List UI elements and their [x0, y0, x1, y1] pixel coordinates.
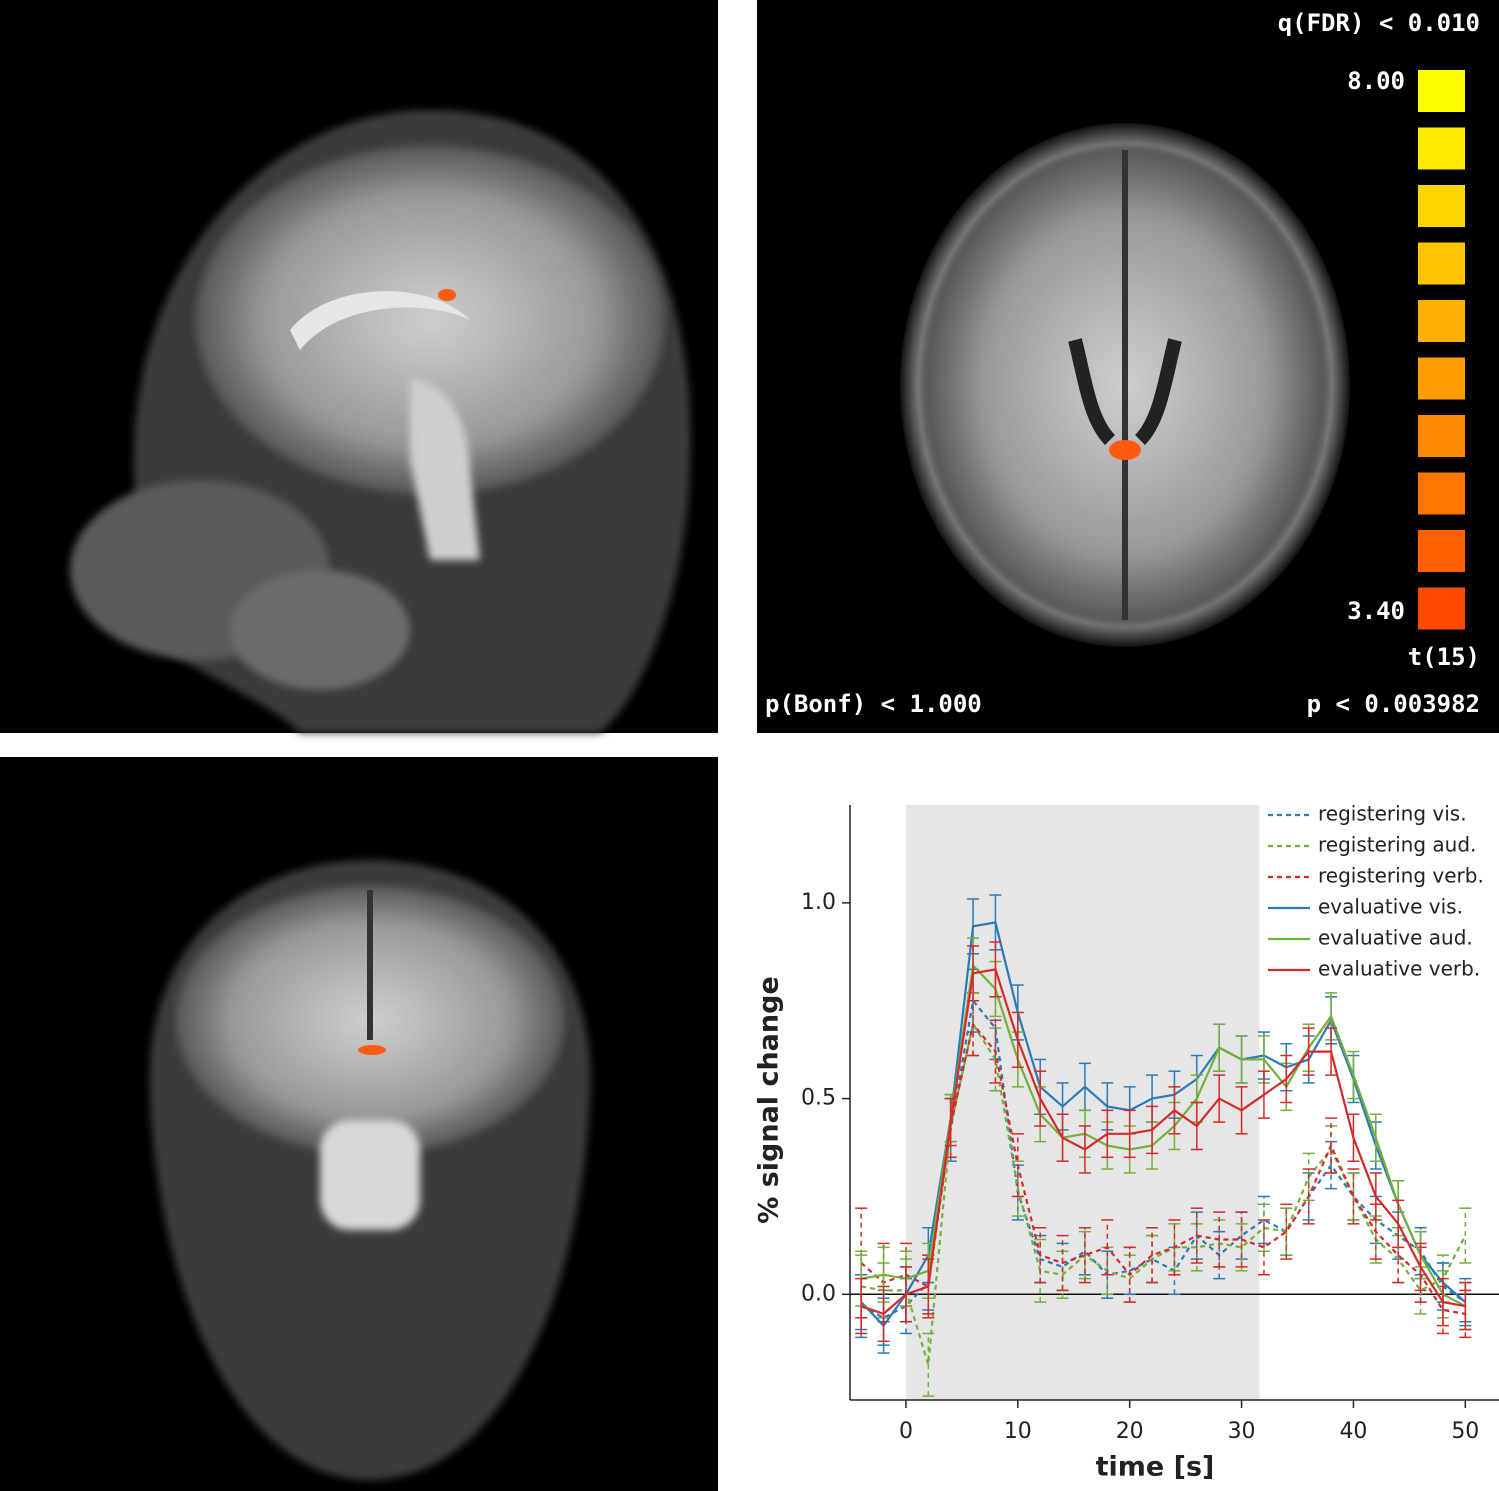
colorbar-swatch [1418, 587, 1465, 630]
error-bar [1101, 1250, 1114, 1299]
legend-label: evaluative aud. [1318, 926, 1473, 950]
colorbar-swatch [1418, 127, 1465, 170]
colorbar-swatch [1418, 70, 1465, 112]
fdr-label: q(FDR) < 0.010 [1278, 9, 1480, 37]
legend-label: evaluative vis. [1318, 895, 1463, 919]
colorbar-swatch [1418, 242, 1465, 285]
y-tick-label: 0.5 [801, 1086, 836, 1111]
error-bar [1257, 1203, 1270, 1252]
y-axis-label: % signal change [754, 976, 785, 1224]
legend-label: registering aud. [1318, 833, 1476, 857]
series-line [860, 1021, 1466, 1315]
error-bar [1146, 1227, 1159, 1284]
stat-label: t(15) [1408, 643, 1480, 671]
x-tick-label: 30 [1228, 1419, 1256, 1444]
series-line [860, 998, 1466, 1320]
x-tick-label: 40 [1339, 1419, 1367, 1444]
series-line [860, 968, 1466, 1316]
colorbar-swatch [1418, 530, 1465, 572]
x-axis-label: time [s] [1096, 1452, 1215, 1483]
x-tick-label: 0 [899, 1419, 913, 1444]
colorbar-swatch [1418, 300, 1465, 342]
colorbar-swatch [1418, 472, 1465, 515]
series-line [860, 921, 1467, 1328]
colorbar-swatch [1418, 185, 1465, 227]
x-tick-label: 20 [1116, 1419, 1144, 1444]
error-bar [1459, 1207, 1472, 1264]
p-label: p < 0.003982 [1307, 690, 1480, 718]
sagittal-panel [0, 0, 718, 733]
legend-label: registering verb. [1318, 864, 1484, 888]
coronal-panel [0, 757, 718, 1491]
legend-label: evaluative verb. [1318, 957, 1480, 981]
error-bar [1235, 1223, 1248, 1272]
stimulus-period [905, 805, 1260, 1400]
error-bar [1302, 1152, 1315, 1202]
bonf-label: p(Bonf) < 1.000 [765, 690, 982, 718]
colorbar-swatch [1418, 415, 1465, 457]
error-bar [1347, 1168, 1360, 1225]
error-bar [1257, 1219, 1270, 1276]
colorbar-swatch [1418, 357, 1465, 400]
x-tick-label: 10 [1004, 1419, 1032, 1444]
y-tick-label: 1.0 [801, 890, 836, 915]
legend-label: registering vis. [1318, 802, 1467, 826]
colorbar-max: 8.00 [1347, 67, 1405, 95]
x-tick-label: 50 [1451, 1419, 1479, 1444]
error-bar [1280, 1203, 1293, 1260]
axial-panel [757, 0, 1499, 733]
error-bar [1078, 1227, 1091, 1284]
colorbar-min: 3.40 [1347, 597, 1405, 625]
y-tick-label: 0.0 [801, 1281, 836, 1306]
